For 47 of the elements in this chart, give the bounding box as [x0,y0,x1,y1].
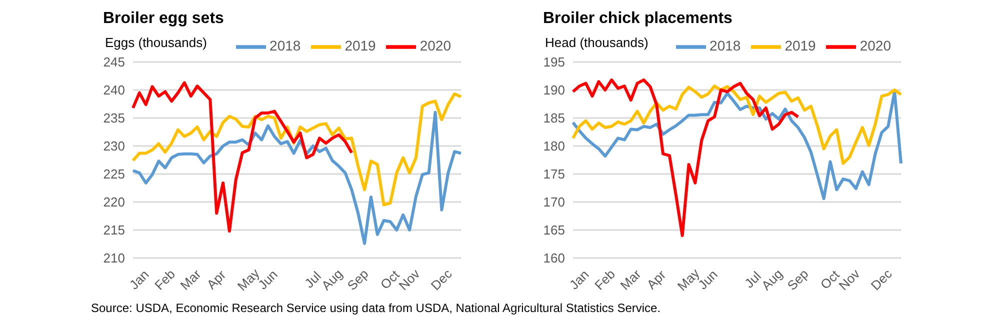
chart-title: Broiler egg sets [103,10,224,28]
x-tick-label: Sep [344,266,372,294]
x-tick-label: Jul [742,268,764,291]
line-series [572,84,902,165]
x-tick-label: Sep [784,266,812,294]
y-tick-label: 195 [543,54,565,70]
x-tick-label: Dec [428,266,456,294]
legend-label: 2018 [270,38,301,54]
legend-label: 2020 [860,38,891,54]
y-tick-label: 240 [103,82,125,98]
legend-label: 2020 [420,38,451,54]
y-tick-label: 215 [103,222,125,238]
source-note: Source: USDA, Economic Research Service using data from USDA, National Agricultural Statistics Service. [91,301,661,315]
y-tick-label: 180 [543,138,565,154]
y-tick-label: 225 [103,166,125,182]
y-tick-label: 235 [103,110,125,126]
y-axis-title: Eggs (thousands) [105,35,207,50]
y-tick-label: 190 [543,82,565,98]
line-series [132,92,462,206]
line-series [572,78,800,238]
x-tick-label: Feb [592,266,618,293]
y-tick-label: 185 [543,110,565,126]
x-tick-label: Jul [302,268,324,291]
x-tick-label: Mar [177,266,204,293]
line-series [132,81,354,233]
y-tick-label: 170 [543,194,565,210]
chart-title: Broiler chick placements [543,10,732,28]
y-tick-label: 230 [103,138,125,154]
y-tick-label: 220 [103,194,125,210]
y-tick-label: 210 [103,250,125,266]
x-tick-label: Apr [644,266,670,292]
y-tick-label: 165 [543,222,565,238]
legend-label: 2019 [344,38,376,54]
x-tick-label: Dec [868,266,896,294]
legend-label: 2018 [710,38,741,54]
x-tick-label: Jan [126,266,152,292]
y-tick-label: 245 [103,54,125,70]
line-series [572,90,902,200]
y-axis-title: Head (thousands) [545,35,648,50]
x-tick-label: Apr [204,266,230,292]
x-tick-label: Mar [617,266,644,293]
x-tick-label: Feb [152,266,178,293]
line-series [132,110,462,245]
y-tick-label: 175 [543,166,565,182]
y-tick-label: 160 [543,250,565,266]
x-tick-label: Jan [566,266,592,292]
legend-label: 2019 [784,38,816,54]
